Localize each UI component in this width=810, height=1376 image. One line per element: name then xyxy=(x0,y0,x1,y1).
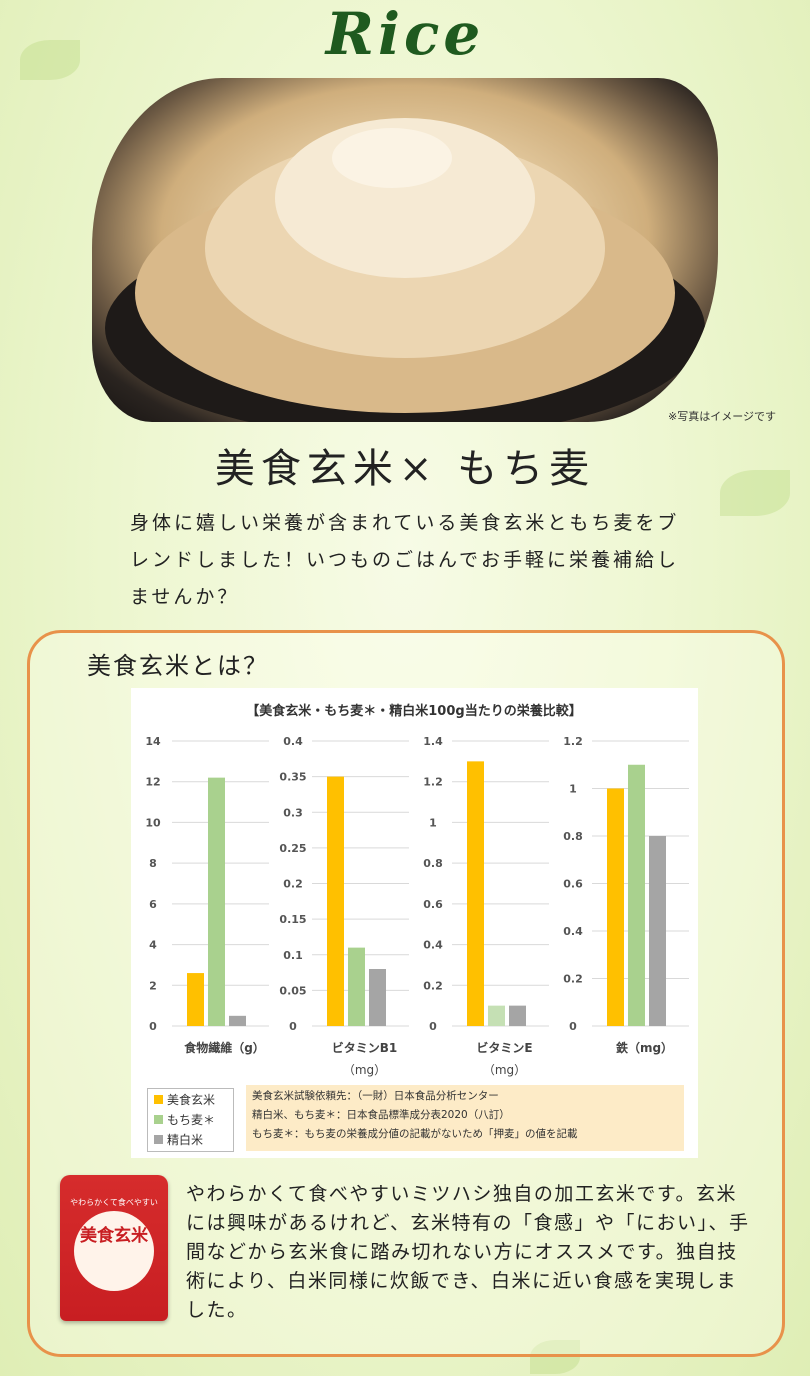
x-axis-label: 食物繊維（g） xyxy=(183,1040,265,1055)
legend-swatch xyxy=(154,1094,163,1104)
y-tick-label: 10 xyxy=(145,816,161,829)
background-leaf xyxy=(530,1340,580,1374)
background-leaf xyxy=(20,40,80,80)
y-tick-label: 0.6 xyxy=(563,878,583,891)
y-tick-label: 2 xyxy=(149,979,157,992)
bar-mochimugi xyxy=(488,1005,505,1026)
y-tick-label: 1 xyxy=(569,783,577,796)
legend-swatch xyxy=(154,1114,163,1124)
y-tick-label: 0 xyxy=(429,1020,437,1033)
bar-mochimugi xyxy=(208,777,225,1026)
product-description: やわらかくて食べやすいミツハシ独自の加工玄米です。玄米には興味があるけれど、玄米… xyxy=(186,1183,750,1321)
bar-white-rice xyxy=(229,1015,246,1026)
chart-notes: 美食玄米試験依頼先：（一財）日本食品分析センター 精白米、もち麦＊：日本食品標準… xyxy=(246,1085,684,1151)
rice-bowl-illustration xyxy=(105,118,705,422)
bar-mochimugi xyxy=(348,947,365,1026)
y-tick-label: 0.2 xyxy=(283,878,303,891)
x-axis-label: ビタミンB1 xyxy=(332,1040,398,1055)
chart-legend: 美食玄米 もち麦＊ 精白米 xyxy=(147,1088,234,1152)
photo-caption: ※写真はイメージです xyxy=(668,410,776,423)
y-tick-label: 12 xyxy=(145,776,160,789)
legend-item-brown-rice: 美食玄米 xyxy=(148,1089,233,1109)
y-tick-label: 0.1 xyxy=(283,949,303,962)
legend-swatch xyxy=(154,1134,163,1144)
page-title: Rice xyxy=(325,0,485,68)
product-heading: 美食玄米× もち麦 xyxy=(214,446,596,492)
product-package-image: やわらかくて食べやすい 美食玄米 xyxy=(60,1175,168,1321)
section-title: 美食玄米とは？ xyxy=(87,652,269,680)
chart-note: もち麦＊：もち麦の栄養成分値の記載がないため「押麦」の値を記載 xyxy=(252,1128,578,1140)
y-tick-label: 1 xyxy=(429,816,437,829)
background-leaf xyxy=(720,470,790,516)
y-tick-label: 1.2 xyxy=(423,776,443,789)
y-tick-label: 14 xyxy=(145,735,161,748)
bar-white-rice xyxy=(369,969,386,1026)
y-tick-label: 0.2 xyxy=(563,973,583,986)
package-circle xyxy=(74,1211,154,1291)
intro-text: 身体に嬉しい栄養が含まれている美食玄米ともち麦をブレンドしました！いつものごはん… xyxy=(130,512,680,608)
y-tick-label: 6 xyxy=(149,898,157,911)
legend-label: 精白米 xyxy=(167,1132,204,1147)
y-tick-label: 8 xyxy=(149,857,157,870)
x-axis-label: 鉄（mg） xyxy=(616,1040,673,1055)
y-tick-label: 0.05 xyxy=(279,984,306,997)
legend-label: もち麦＊ xyxy=(167,1112,216,1127)
bar-brown-rice xyxy=(607,788,624,1026)
y-tick-label: 0.35 xyxy=(279,771,306,784)
bar-white-rice xyxy=(649,836,666,1026)
legend-item-white-rice: 精白米 xyxy=(148,1129,233,1149)
y-tick-label: 1.2 xyxy=(563,735,583,748)
y-tick-label: 0.6 xyxy=(423,898,443,911)
x-axis-unit-label: （mg） xyxy=(483,1063,526,1077)
chart-note: 精白米、もち麦＊：日本食品標準成分表2020（八訂） xyxy=(252,1109,510,1121)
rice-photo xyxy=(92,78,718,422)
y-tick-label: 0.8 xyxy=(423,857,443,870)
y-tick-label: 0.4 xyxy=(423,939,443,952)
y-tick-label: 0.4 xyxy=(563,925,583,938)
legend-item-mochimugi: もち麦＊ xyxy=(148,1109,233,1129)
package-name: 美食玄米 xyxy=(80,1226,148,1246)
package-label: やわらかくて食べやすい xyxy=(70,1198,158,1207)
chart-title: 【美食玄米・もち麦＊・精白米100g当たりの栄養比較】 xyxy=(246,703,581,719)
y-tick-label: 4 xyxy=(149,939,157,952)
y-tick-label: 0.3 xyxy=(283,806,303,819)
nutrition-chart: 【美食玄米・もち麦＊・精白米100g当たりの栄養比較】 0 2 4 6 8 10 12 14 食物… xyxy=(131,688,698,1158)
y-tick-label: 0 xyxy=(289,1020,297,1033)
bar-mochimugi xyxy=(628,764,645,1026)
y-tick-label: 0.15 xyxy=(279,913,306,926)
bar-brown-rice xyxy=(187,973,204,1026)
x-axis-unit-label: （mg） xyxy=(343,1063,386,1077)
bar-white-rice xyxy=(509,1005,526,1026)
legend-label: 美食玄米 xyxy=(167,1092,216,1107)
y-tick-label: 0 xyxy=(569,1020,577,1033)
y-tick-label: 0.25 xyxy=(279,842,306,855)
y-tick-label: 1.4 xyxy=(423,735,443,748)
y-tick-label: 0.2 xyxy=(423,979,443,992)
chart-svg: 【美食玄米・もち麦＊・精白米100g当たりの栄養比較】02468101214食物… xyxy=(145,703,689,1077)
x-axis-label: ビタミンE xyxy=(476,1040,532,1055)
y-tick-label: 0.8 xyxy=(563,830,583,843)
y-tick-label: 0.4 xyxy=(283,735,303,748)
bar-brown-rice xyxy=(467,761,484,1026)
y-tick-label: 0 xyxy=(149,1020,157,1033)
chart-note: 美食玄米試験依頼先：（一財）日本食品分析センター xyxy=(252,1090,499,1102)
bar-brown-rice xyxy=(327,776,344,1026)
